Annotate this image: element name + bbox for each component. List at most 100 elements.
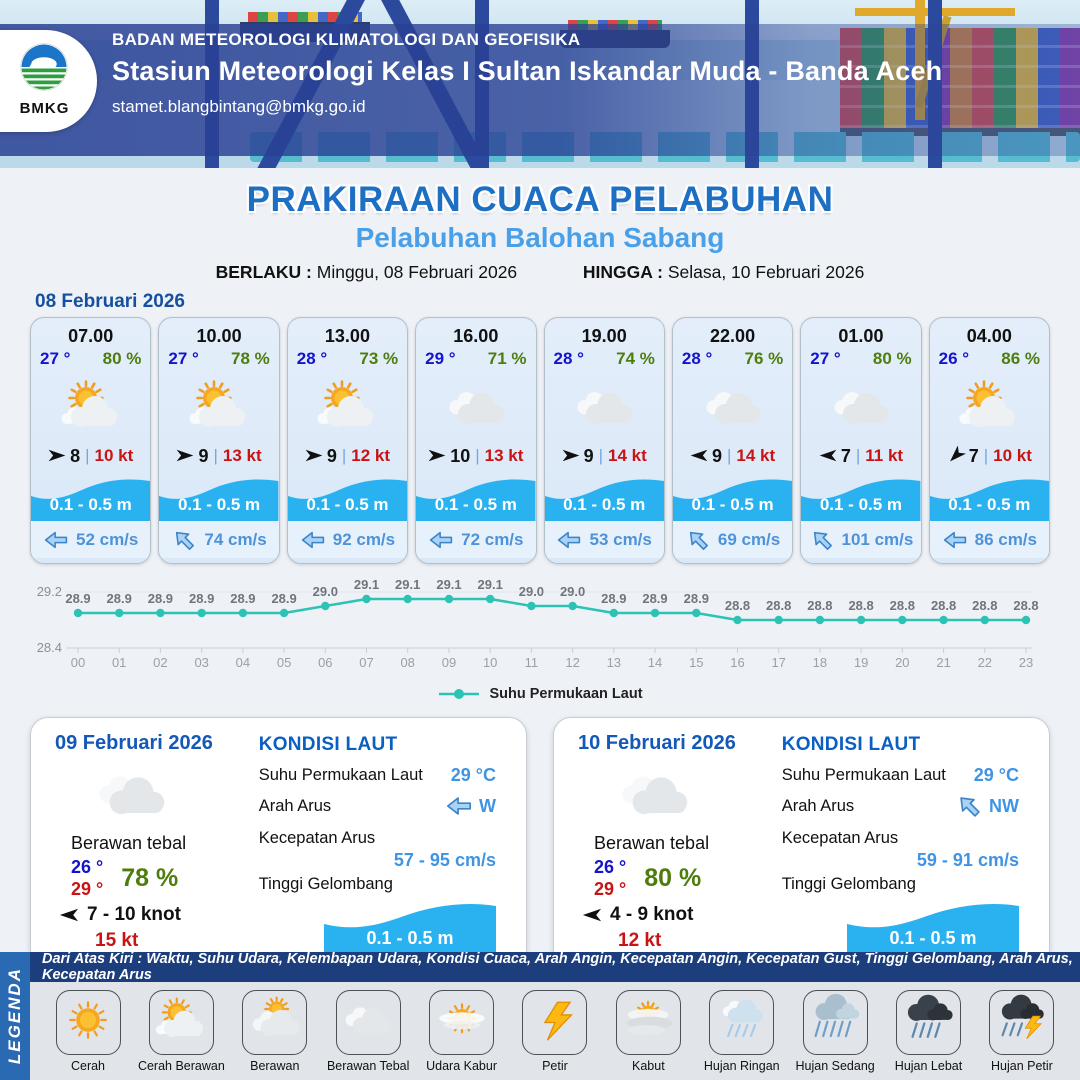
current-speed-value: 59 - 91 cm/s: [916, 850, 1019, 871]
legend-item-box: [989, 990, 1055, 1055]
hour-temp-humidity: 27 ° 80 %: [31, 347, 150, 369]
legend-item-label: Cerah: [70, 1059, 106, 1073]
daily-temps: 26 ° 29 ° 80 %: [594, 856, 782, 900]
berlaku-label: BERLAKU :: [215, 262, 312, 282]
hour-humidity: 76 %: [744, 349, 784, 368]
wind-speed: 9: [198, 445, 209, 466]
svg-text:08: 08: [400, 655, 414, 670]
current-row: 101 cm/s: [801, 521, 921, 558]
wind-speed: 9: [326, 445, 337, 466]
svg-text:28.9: 28.9: [230, 591, 255, 606]
wind-direction-icon: [305, 447, 323, 465]
separator: |: [726, 446, 732, 465]
sst-value: 29 °C: [450, 765, 496, 785]
current-dir-value: NW: [988, 795, 1019, 816]
chart-legend: Suhu Permukaan Laut: [0, 683, 1080, 705]
page-title: PRAKIRAAN CUACA PELABUHAN: [246, 180, 834, 219]
hour-wind: 7 | 10 kt: [930, 443, 1049, 469]
org-name: BADAN METEOROLOGI KLIMATOLOGI DAN GEOFIS…: [112, 30, 581, 49]
hour-humidity: 86 %: [1001, 349, 1040, 368]
gust-speed: 14 kt: [608, 446, 647, 465]
hujan-sedang-icon: [808, 993, 862, 1052]
wave-height-band: 0.1 - 0.5 m: [929, 471, 1049, 521]
hour-card-0700: 07.00 27 ° 80 % 8 | 10 kt 0.1 - 0.5 m 52…: [30, 317, 152, 564]
hour-card-1300: 13.00 28 ° 73 % 9 | 12 kt 0.1 - 0.5 m 92…: [286, 317, 409, 564]
hour-temp: 28 °: [681, 349, 713, 368]
svg-text:10: 10: [483, 655, 497, 670]
wave-height-band: 0.1 - 0.5 m: [672, 471, 793, 521]
hour-time: 10.00: [196, 326, 242, 346]
separator: |: [85, 446, 90, 465]
wind-direction-icon: [562, 447, 580, 465]
chart-legend-label: Suhu Permukaan Laut: [489, 686, 643, 702]
sea-conditions: KONDISI LAUT Suhu Permukaan Laut 29 °C A…: [782, 718, 1049, 966]
sst-label: Suhu Permukaan Laut: [258, 766, 423, 784]
hingga-label: HINGGA :: [582, 262, 663, 282]
current-row: 52 cm/s: [31, 521, 151, 558]
legend-section: LEGENDA Dari Atas Kiri : Waktu, Suhu Uda…: [0, 951, 1080, 1080]
svg-text:29.1: 29.1: [395, 577, 420, 592]
daily-date: 09 Februari 2026: [55, 732, 213, 754]
hour-temp: 28 °: [553, 349, 584, 368]
legend-item-box: [242, 990, 308, 1055]
legend-item-kabut: Kabut: [602, 990, 694, 1080]
svg-text:28.9: 28.9: [271, 591, 296, 606]
legend-item-label: Hujan Sedang: [795, 1059, 875, 1073]
hour-humidity: 80 %: [872, 349, 912, 368]
header-text: BADAN METEOROLOGI KLIMATOLOGI DAN GEOFIS…: [112, 30, 942, 117]
hujan-petir-icon: [995, 993, 1049, 1052]
svg-text:11: 11: [525, 655, 539, 670]
wind-speed: 7: [840, 445, 851, 466]
wave-height-value: 0.1 - 0.5 m: [177, 495, 261, 514]
wave-label: Tinggi Gelombang: [258, 875, 393, 894]
current-direction-icon: [685, 530, 711, 550]
svg-text:15: 15: [689, 655, 703, 670]
legend-item-berawan-tebal: Berawan Tebal: [322, 990, 414, 1080]
svg-text:21: 21: [936, 655, 950, 670]
legend-item-box: [615, 990, 681, 1055]
petir-icon: [528, 993, 582, 1052]
current-direction-icon: [445, 795, 473, 817]
validity-row: BERLAKU : Minggu, 08 Februari 2026 HINGG…: [0, 262, 1080, 283]
forecast-date: 08 Februari 2026: [35, 291, 185, 312]
current-speed: 72 cm/s: [461, 529, 524, 549]
wind-direction-icon: [428, 447, 446, 465]
current-row: 72 cm/s: [416, 521, 536, 558]
wave-height-value: 0.1 - 0.5 m: [819, 495, 903, 514]
svg-text:04: 04: [236, 655, 250, 670]
svg-text:09: 09: [442, 655, 456, 670]
hujan-ringan-icon: [715, 993, 769, 1052]
kondisi-laut-title: KONDISI LAUT: [258, 734, 398, 755]
svg-text:18: 18: [813, 655, 827, 670]
hour-card-0400: 04.00 26 ° 86 % 7 | 10 kt 0.1 - 0.5 m 86…: [928, 317, 1050, 564]
svg-text:28.9: 28.9: [65, 591, 90, 606]
svg-text:28.4: 28.4: [37, 640, 62, 655]
weather-icon-cerah-berawan: [159, 371, 278, 443]
wave-height-band: 0.1 - 0.5 m: [31, 471, 151, 521]
legend-item-hujan-petir: Hujan Petir: [976, 990, 1068, 1080]
current-row: 53 cm/s: [544, 521, 664, 558]
separator: |: [213, 446, 218, 465]
wind-direction-icon: [59, 904, 79, 926]
svg-text:29.0: 29.0: [519, 584, 544, 599]
daily-temp-min: 26 °: [594, 857, 627, 877]
separator: |: [475, 446, 480, 465]
current-row: 69 cm/s: [672, 521, 793, 558]
wind-direction-icon: [176, 447, 194, 465]
sst-value: 29 °C: [973, 765, 1019, 785]
daily-wind: 4 - 9 knot: [582, 904, 782, 926]
hour-temp: 27 °: [40, 349, 71, 368]
daily-condition: Berawan tebal: [594, 833, 710, 853]
weather-icon-berawan-tebal: [416, 371, 535, 443]
daily-left: 09 Februari 2026 Berawan tebal 26 ° 29 °…: [31, 718, 259, 966]
current-speed: 101 cm/s: [841, 529, 914, 549]
current-dir-value: W: [478, 795, 496, 816]
hujan-lebat-icon: [902, 993, 956, 1052]
wind-speed: 9: [711, 445, 722, 466]
legend-item-label: Hujan Lebat: [894, 1059, 963, 1073]
current-row: 74 cm/s: [159, 521, 279, 558]
svg-text:28.9: 28.9: [107, 591, 132, 606]
berawan-tebal-icon: [341, 993, 395, 1052]
svg-text:28.8: 28.8: [807, 598, 832, 613]
hour-temp: 28 °: [296, 349, 328, 368]
